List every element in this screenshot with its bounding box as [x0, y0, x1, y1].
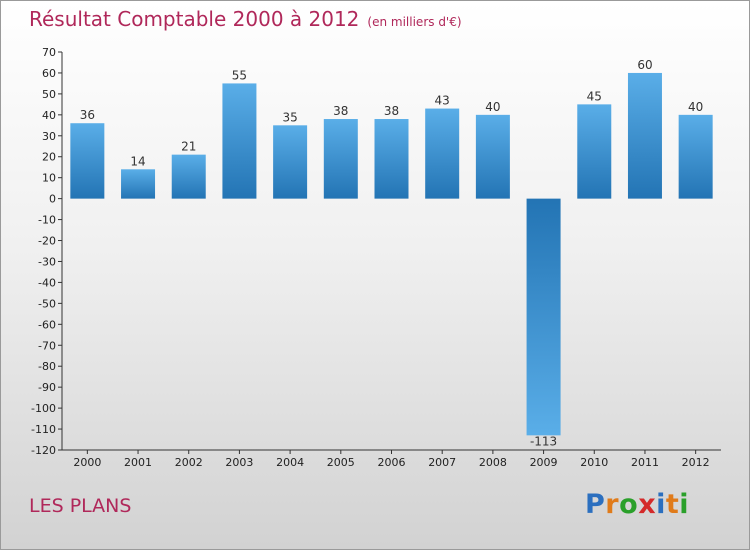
y-tick-label: -20	[38, 235, 56, 248]
bar-2001	[121, 169, 156, 199]
y-tick-label: -40	[38, 276, 56, 289]
y-tick-label: -70	[38, 339, 56, 352]
y-tick-label: 20	[42, 151, 56, 164]
x-tick-label-2005: 2005	[327, 456, 355, 469]
y-tick-label: -100	[31, 402, 56, 415]
logo-letter: x	[638, 489, 657, 520]
x-tick-label-2002: 2002	[175, 456, 203, 469]
bar-2002	[171, 154, 206, 199]
y-tick-label: -80	[38, 360, 56, 373]
bar-2003	[222, 83, 257, 199]
y-tick-label: -120	[31, 444, 56, 457]
x-tick-label-2006: 2006	[378, 456, 406, 469]
x-tick-label-2004: 2004	[276, 456, 304, 469]
logo-letter: i	[679, 489, 690, 520]
y-tick-label: -30	[38, 255, 56, 268]
logo-letter: o	[619, 489, 639, 520]
bar-2008	[475, 114, 510, 199]
x-tick-label-2001: 2001	[124, 456, 152, 469]
x-tick-label-2011: 2011	[631, 456, 659, 469]
data-label-2011: 60	[637, 58, 652, 72]
data-label-2009: -113	[530, 434, 557, 448]
data-label-2005: 38	[333, 104, 348, 118]
logo-letter: P	[585, 489, 606, 520]
place-name: LES PLANS	[29, 495, 132, 517]
data-label-2000: 36	[80, 108, 95, 122]
data-label-2004: 35	[282, 110, 297, 124]
y-tick-label: 30	[42, 130, 56, 143]
data-label-2002: 21	[181, 140, 196, 154]
y-tick-label: -50	[38, 297, 56, 310]
chart-subtitle: (en milliers d'€)	[367, 15, 462, 29]
bar-2012	[678, 114, 713, 199]
bar-2006	[374, 119, 409, 199]
x-tick-label-2009: 2009	[530, 456, 558, 469]
x-tick-label-2000: 2000	[73, 456, 101, 469]
chart-title: Résultat Comptable 2000 à 2012 (en millie…	[29, 7, 462, 31]
bar-2004	[273, 125, 308, 199]
y-tick-label: 40	[42, 109, 56, 122]
data-label-2006: 38	[384, 104, 399, 118]
data-label-2001: 14	[130, 154, 145, 168]
data-label-2003: 55	[232, 68, 247, 82]
logo-letter: r	[605, 489, 620, 520]
y-tick-label: 60	[42, 67, 56, 80]
data-label-2012: 40	[688, 100, 703, 114]
x-tick-label-2012: 2012	[682, 456, 710, 469]
y-tick-label: 50	[42, 88, 56, 101]
logo-letter: t	[665, 489, 680, 520]
proxiti-logo: Proxiti	[585, 489, 689, 520]
y-tick-label: -60	[38, 318, 56, 331]
y-tick-label: 70	[42, 46, 56, 59]
y-tick-label: 10	[42, 172, 56, 185]
y-tick-label: 0	[49, 193, 56, 206]
logo-letter: i	[656, 489, 666, 520]
data-label-2007: 43	[435, 94, 450, 108]
bar-2007	[425, 108, 460, 199]
bar-2000	[70, 123, 105, 199]
data-label-2008: 40	[485, 100, 500, 114]
x-tick-label-2003: 2003	[225, 456, 253, 469]
y-tick-label: -10	[38, 214, 56, 227]
bar-2010	[577, 104, 612, 199]
bar-2005	[323, 119, 358, 199]
x-tick-label-2010: 2010	[580, 456, 608, 469]
y-tick-label: -90	[38, 381, 56, 394]
bar-2011	[627, 72, 662, 199]
data-label-2010: 45	[587, 89, 602, 103]
x-tick-label-2007: 2007	[428, 456, 456, 469]
bar-2009	[526, 198, 561, 436]
y-tick-label: -110	[31, 423, 56, 436]
x-tick-label-2008: 2008	[479, 456, 507, 469]
